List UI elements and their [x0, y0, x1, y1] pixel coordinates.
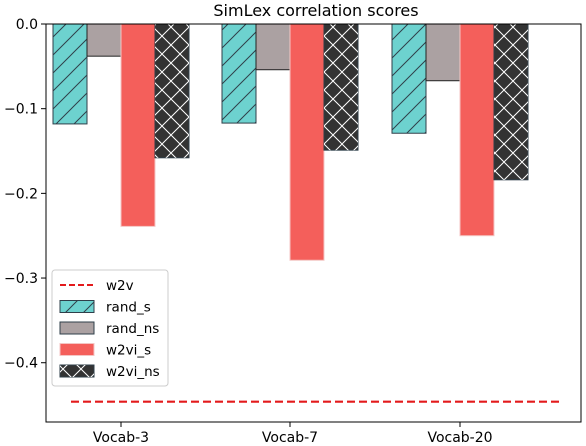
legend-swatch-w2vi_s	[59, 343, 95, 356]
y-tick-label: −0.1	[4, 102, 38, 118]
legend-label-rand_ns: rand_ns	[106, 321, 159, 337]
x-axis: Vocab-3 Vocab-7 Vocab-20	[93, 422, 493, 446]
legend-label-w2vi_s: w2vi_s	[106, 343, 151, 359]
y-tick-label: 0.0	[16, 17, 38, 33]
bar-rand_ns-vocab-7	[255, 23, 291, 71]
bar-hatch-rand_s-vocab-20	[392, 24, 426, 134]
bars-group	[52, 23, 529, 261]
legend-label-w2v: w2v	[106, 278, 134, 294]
x-tick-label: Vocab-7	[262, 430, 318, 446]
bar-rand_ns-vocab-3	[86, 23, 122, 57]
bar-hatch-w2vi_ns-vocab-3	[155, 24, 189, 158]
legend-swatch-hatch-w2vi_ns	[60, 365, 94, 377]
y-axis: 0.0 −0.1 −0.2 −0.3 −0.4	[4, 17, 46, 372]
bar-w2vi_s-vocab-7	[289, 23, 325, 261]
y-tick-label: −0.3	[4, 271, 38, 287]
y-tick-label: −0.2	[4, 186, 38, 202]
bar-hatch-w2vi_ns-vocab-7	[324, 24, 358, 151]
x-tick-label: Vocab-20	[427, 430, 492, 446]
legend: w2v rand_s rand_ns w2vi_s w2vi_ns	[51, 269, 169, 387]
y-tick-label: −0.4	[4, 356, 38, 372]
chart-title: SimLex correlation scores	[213, 1, 418, 20]
legend-box	[51, 269, 169, 387]
legend-swatch-rand_ns	[59, 321, 95, 335]
bar-hatch-w2vi_ns-vocab-20	[494, 24, 528, 180]
plot-frame	[45, 23, 582, 423]
legend-label-rand_s: rand_s	[106, 300, 151, 316]
legend-label-w2vi_ns: w2vi_ns	[106, 364, 160, 380]
bar-w2vi_s-vocab-3	[120, 23, 156, 227]
legend-swatch-hatch-rand_s	[60, 300, 94, 313]
bar-rand_ns-vocab-20	[425, 23, 461, 82]
bar-w2vi_s-vocab-20	[459, 23, 495, 237]
bar-hatch-rand_s-vocab-3	[53, 24, 87, 124]
x-tick-label: Vocab-3	[93, 430, 149, 446]
bar-hatch-rand_s-vocab-7	[222, 24, 256, 124]
